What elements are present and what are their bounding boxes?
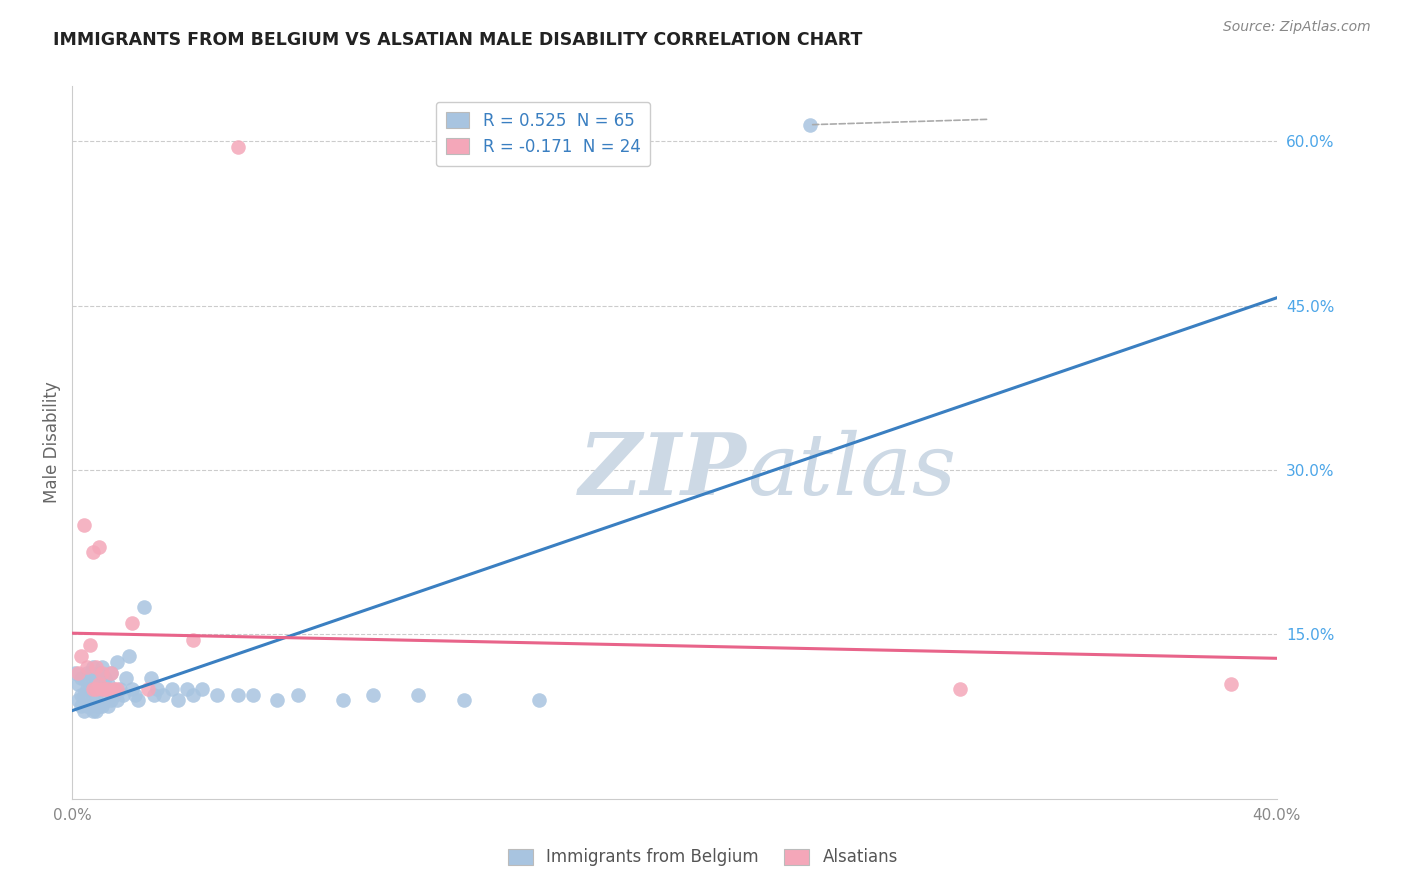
Point — [73, 688, 96, 702]
Point — [89, 676, 111, 690]
Point — [205, 688, 228, 702]
Point — [266, 693, 288, 707]
Point — [82, 704, 104, 718]
Point — [67, 693, 90, 707]
Point — [70, 688, 93, 702]
Point — [242, 688, 264, 702]
Text: IMMIGRANTS FROM BELGIUM VS ALSATIAN MALE DISABILITY CORRELATION CHART: IMMIGRANTS FROM BELGIUM VS ALSATIAN MALE… — [53, 31, 863, 49]
Legend: R = 0.525  N = 65, R = -0.171  N = 24: R = 0.525 N = 65, R = -0.171 N = 24 — [436, 102, 651, 166]
Point — [105, 693, 128, 707]
Point — [190, 682, 212, 697]
Point — [110, 682, 132, 697]
Point — [86, 682, 108, 697]
Point — [94, 682, 117, 697]
Text: ZIP: ZIP — [579, 429, 747, 513]
Point — [121, 682, 143, 697]
Point — [86, 688, 108, 702]
Point — [100, 665, 122, 680]
Point — [226, 688, 249, 702]
Point — [408, 688, 430, 702]
Point — [70, 671, 93, 685]
Point — [82, 660, 104, 674]
Point — [79, 682, 101, 697]
Point — [287, 688, 309, 702]
Point — [139, 671, 162, 685]
Point — [94, 671, 117, 685]
Point — [89, 540, 111, 554]
Point — [527, 693, 550, 707]
Point — [91, 682, 114, 697]
Point — [115, 671, 138, 685]
Point — [76, 665, 98, 680]
Point — [1220, 676, 1243, 690]
Point — [82, 693, 104, 707]
Point — [86, 704, 108, 718]
Point — [100, 693, 122, 707]
Point — [124, 688, 146, 702]
Point — [73, 704, 96, 718]
Point — [105, 655, 128, 669]
Point — [91, 665, 114, 680]
Point — [142, 688, 165, 702]
Point — [89, 682, 111, 697]
Point — [82, 545, 104, 559]
Point — [76, 660, 98, 674]
Point — [105, 682, 128, 697]
Point — [97, 682, 120, 697]
Point — [73, 671, 96, 685]
Point — [121, 616, 143, 631]
Point — [181, 688, 204, 702]
Point — [79, 638, 101, 652]
Point — [100, 665, 122, 680]
Point — [118, 649, 141, 664]
Point — [91, 660, 114, 674]
Point — [67, 665, 90, 680]
Point — [949, 682, 972, 697]
Point — [70, 698, 93, 713]
Point — [166, 693, 188, 707]
Point — [82, 682, 104, 697]
Point — [89, 698, 111, 713]
Legend: Immigrants from Belgium, Alsatians: Immigrants from Belgium, Alsatians — [502, 842, 904, 873]
Point — [97, 676, 120, 690]
Point — [65, 665, 87, 680]
Point — [160, 682, 183, 697]
Point — [112, 688, 135, 702]
Text: Source: ZipAtlas.com: Source: ZipAtlas.com — [1223, 20, 1371, 34]
Point — [799, 118, 821, 132]
Point — [91, 682, 114, 697]
Point — [94, 693, 117, 707]
Point — [103, 682, 125, 697]
Point — [89, 665, 111, 680]
Point — [79, 698, 101, 713]
Point — [152, 688, 174, 702]
Point — [127, 693, 149, 707]
Point — [181, 632, 204, 647]
Point — [332, 693, 354, 707]
Point — [134, 599, 156, 614]
Text: atlas: atlas — [747, 430, 956, 512]
Point — [363, 688, 385, 702]
Point — [67, 676, 90, 690]
Point — [136, 682, 159, 697]
Point — [70, 649, 93, 664]
Point — [86, 671, 108, 685]
Point — [82, 676, 104, 690]
Point — [73, 517, 96, 532]
Y-axis label: Male Disability: Male Disability — [44, 382, 60, 503]
Point — [79, 665, 101, 680]
Point — [226, 139, 249, 153]
Point — [145, 682, 167, 697]
Point — [86, 660, 108, 674]
Point — [76, 682, 98, 697]
Point — [91, 698, 114, 713]
Point — [453, 693, 475, 707]
Point — [103, 688, 125, 702]
Point — [97, 698, 120, 713]
Point — [176, 682, 198, 697]
Point — [76, 698, 98, 713]
